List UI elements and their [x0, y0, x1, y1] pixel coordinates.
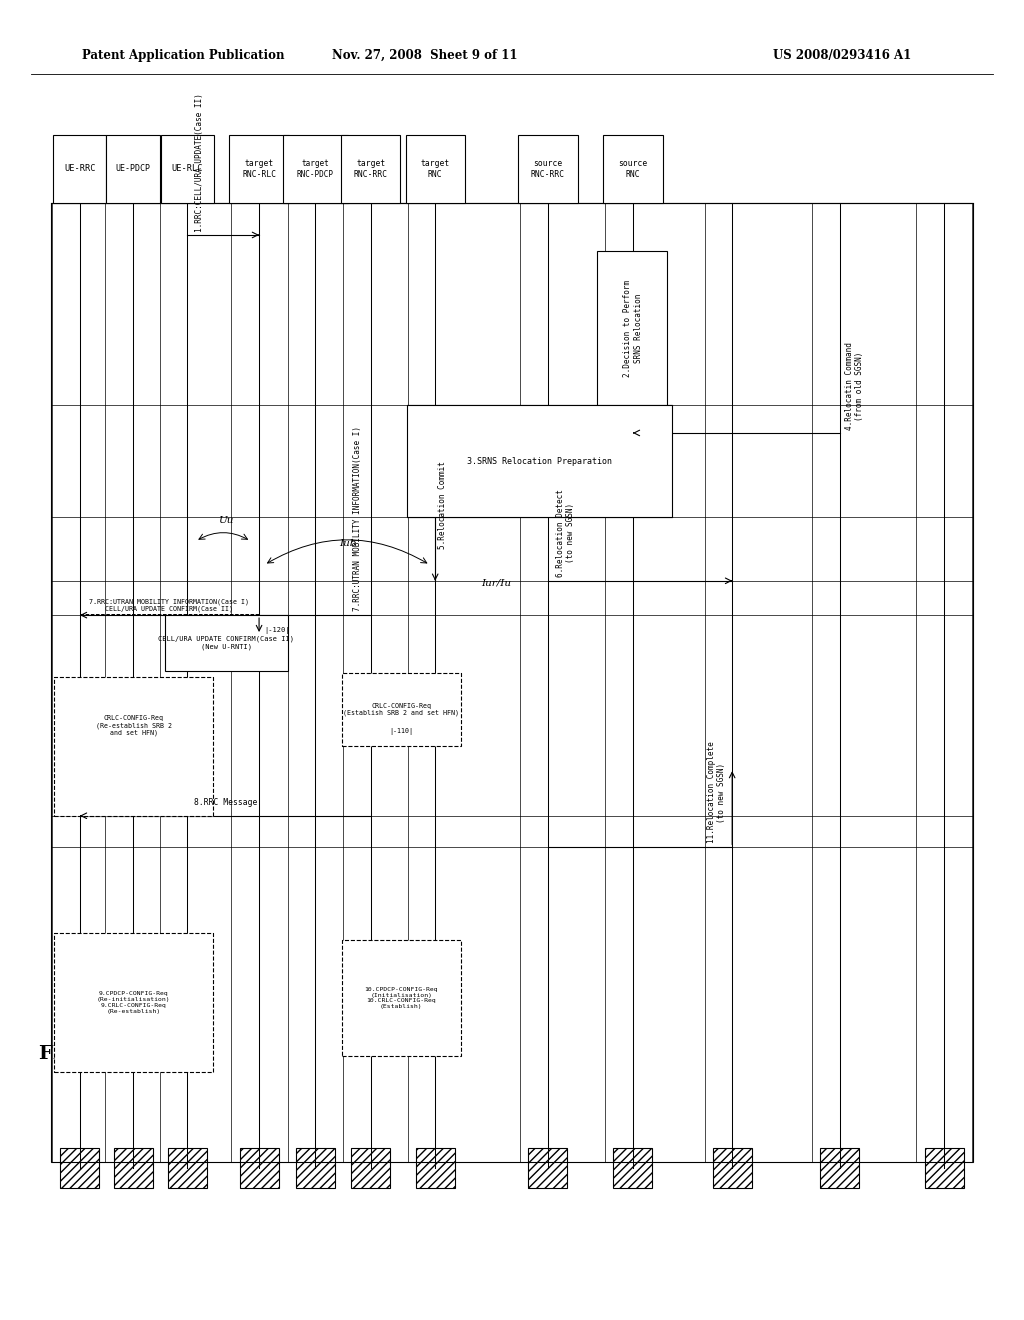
Text: 2.Decision to Perform
SRNS Relocation: 2.Decision to Perform SRNS Relocation [624, 280, 642, 376]
Bar [351, 1148, 390, 1188]
Text: UE-RLC: UE-RLC [172, 165, 203, 173]
Text: 7.RRC:UTRAN MOBILITY INFORMATION(Case I): 7.RRC:UTRAN MOBILITY INFORMATION(Case I) [353, 426, 362, 611]
Text: Uu: Uu [217, 516, 233, 524]
Text: 8.RRC Message: 8.RRC Message [194, 797, 257, 807]
Bar [106, 135, 160, 203]
Bar [342, 673, 461, 746]
Text: CRLC-CONFIG-Req
(Establish SRB 2 and set HFN): CRLC-CONFIG-Req (Establish SRB 2 and set… [343, 702, 460, 717]
Text: 10.CPDCP-CONFIG-Req
(Initialisation)
10.CRLC-CONFIG-Req
(Establish): 10.CPDCP-CONFIG-Req (Initialisation) 10.… [365, 987, 438, 1008]
Bar [342, 940, 461, 1056]
Text: UE-RRC: UE-RRC [65, 165, 95, 173]
Text: FIG. 12: FIG. 12 [39, 1044, 119, 1063]
Bar [406, 135, 465, 203]
Bar [407, 405, 672, 517]
Bar [229, 135, 289, 203]
Bar [820, 1148, 859, 1188]
Bar [283, 135, 347, 203]
Bar [54, 677, 213, 816]
Bar [114, 1148, 153, 1188]
Text: Patent Application Publication: Patent Application Publication [82, 49, 285, 62]
Bar [528, 1148, 567, 1188]
Text: Iub: Iub [340, 540, 356, 548]
Text: target
RNC-RLC: target RNC-RLC [242, 160, 276, 178]
Text: target
RNC-RRC: target RNC-RRC [353, 160, 388, 178]
Bar [54, 933, 213, 1072]
Text: 6.Relocation Detect
(to new SGSN): 6.Relocation Detect (to new SGSN) [556, 488, 575, 577]
Text: Iur/Iu: Iur/Iu [481, 579, 512, 587]
Bar [925, 1148, 964, 1188]
Bar [603, 135, 663, 203]
Bar [165, 615, 288, 671]
Bar [53, 135, 106, 203]
Text: US 2008/0293416 A1: US 2008/0293416 A1 [773, 49, 911, 62]
Bar [240, 1148, 279, 1188]
Text: |-120|: |-120| [264, 627, 290, 635]
Text: CRLC-CONFIG-Req
(Re-establish SRB 2
and set HFN): CRLC-CONFIG-Req (Re-establish SRB 2 and … [95, 715, 172, 737]
Bar [518, 135, 578, 203]
Bar [597, 251, 667, 405]
Text: 5.Relocation Commit: 5.Relocation Commit [438, 461, 446, 549]
Bar [168, 1148, 207, 1188]
Text: Nov. 27, 2008  Sheet 9 of 11: Nov. 27, 2008 Sheet 9 of 11 [332, 49, 518, 62]
Text: 3.SRNS Relocation Preparation: 3.SRNS Relocation Preparation [467, 457, 611, 466]
Bar [60, 1148, 99, 1188]
Text: 1.RRC:CELL/URA UPDATE(Case II): 1.RRC:CELL/URA UPDATE(Case II) [195, 94, 204, 232]
Bar [51, 203, 973, 1162]
Text: target
RNC-PDCP: target RNC-PDCP [297, 160, 334, 178]
Text: |-110|: |-110| [389, 729, 414, 735]
Bar [613, 1148, 652, 1188]
Bar [341, 135, 400, 203]
Bar [161, 135, 214, 203]
Text: 9.CPDCP-CONFIG-Req
(Re-initialisation)
9.CRLC-CONFIG-Req
(Re-establish): 9.CPDCP-CONFIG-Req (Re-initialisation) 9… [97, 991, 170, 1014]
Text: source
RNC-RRC: source RNC-RRC [530, 160, 565, 178]
Text: 11.Relocation Complete
(to new SGSN): 11.Relocation Complete (to new SGSN) [707, 742, 726, 843]
Bar [296, 1148, 335, 1188]
Text: 7.RRC:UTRAN MOBILITY INFORMATION(Case I)
CELL/URA UPDATE CONFIRM(Case II): 7.RRC:UTRAN MOBILITY INFORMATION(Case I)… [89, 598, 250, 612]
Text: 4.Relocatin Command
(from old SGSN): 4.Relocatin Command (from old SGSN) [845, 342, 864, 430]
Text: CELL/URA UPDATE CONFIRM(Case II)
(New U-RNTI): CELL/URA UPDATE CONFIRM(Case II) (New U-… [159, 636, 294, 649]
Text: source
RNC: source RNC [618, 160, 647, 178]
Text: UE-PDCP: UE-PDCP [116, 165, 151, 173]
Bar [713, 1148, 752, 1188]
Text: target
RNC: target RNC [421, 160, 450, 178]
Bar [416, 1148, 455, 1188]
